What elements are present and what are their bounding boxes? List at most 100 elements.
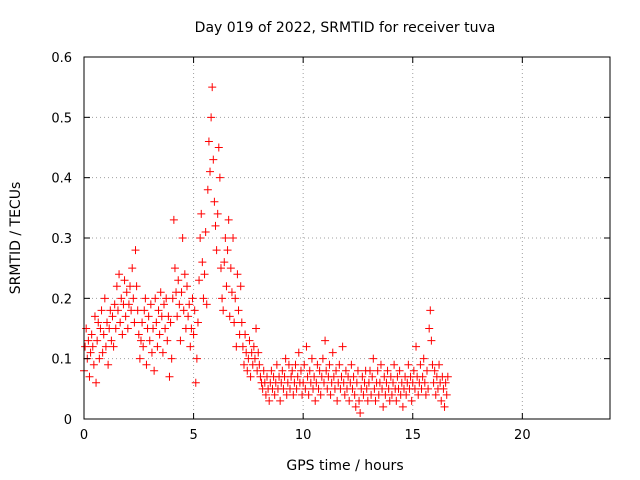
- data-point: [107, 336, 116, 345]
- data-point: [139, 342, 148, 351]
- data-point: [116, 318, 125, 327]
- data-point: [187, 324, 196, 333]
- data-point: [193, 318, 202, 327]
- data-point: [291, 360, 300, 369]
- data-point: [259, 366, 268, 375]
- data-point: [353, 366, 362, 375]
- x-tick-label: 15: [404, 428, 421, 443]
- data-point: [111, 324, 120, 333]
- data-point: [219, 306, 228, 315]
- data-point: [158, 348, 167, 357]
- data-point: [398, 402, 407, 411]
- data-point: [416, 360, 425, 369]
- data-point: [89, 360, 98, 369]
- data-point: [118, 330, 127, 339]
- data-point: [209, 155, 218, 164]
- data-point: [112, 282, 121, 291]
- data-point: [409, 366, 418, 375]
- data-point: [440, 402, 449, 411]
- data-point: [345, 396, 354, 405]
- data-points: [80, 83, 452, 417]
- data-point: [245, 336, 254, 345]
- data-point: [225, 312, 234, 321]
- data-point: [270, 390, 279, 399]
- data-point: [97, 306, 106, 315]
- data-point: [422, 366, 431, 375]
- data-point: [281, 354, 290, 363]
- data-point: [359, 390, 368, 399]
- data-point: [392, 396, 401, 405]
- data-point: [136, 336, 145, 345]
- data-point: [236, 282, 245, 291]
- data-point: [221, 234, 230, 242]
- data-point: [163, 336, 172, 345]
- data-point: [147, 348, 156, 357]
- data-point: [99, 330, 108, 339]
- data-point: [138, 318, 147, 327]
- data-point: [170, 264, 179, 273]
- data-point: [110, 300, 119, 309]
- data-point: [407, 396, 416, 405]
- data-point: [195, 276, 204, 285]
- data-point: [338, 342, 347, 351]
- data-point: [175, 300, 184, 309]
- data-point: [123, 324, 132, 333]
- data-point: [169, 215, 178, 224]
- data-point: [159, 300, 168, 309]
- data-point: [132, 282, 141, 291]
- data-point: [390, 360, 399, 369]
- data-point: [204, 137, 213, 146]
- data-point: [95, 354, 104, 363]
- data-point: [109, 342, 118, 351]
- data-point: [332, 366, 341, 375]
- y-tick-label: 0.5: [51, 111, 72, 126]
- data-point: [326, 390, 335, 399]
- data-point: [427, 336, 436, 345]
- x-tick-label: 20: [514, 428, 531, 443]
- data-point: [113, 306, 122, 315]
- data-point: [145, 336, 154, 345]
- data-point: [319, 378, 328, 387]
- data-point: [307, 354, 316, 363]
- data-point: [323, 384, 332, 393]
- data-point: [294, 348, 303, 357]
- data-point: [333, 396, 342, 405]
- data-point: [174, 276, 183, 285]
- data-point: [191, 378, 200, 387]
- data-point: [230, 318, 239, 327]
- data-point: [135, 354, 144, 363]
- data-point: [387, 390, 396, 399]
- data-point: [373, 366, 382, 375]
- data-point: [207, 113, 216, 122]
- data-point: [108, 312, 117, 321]
- data-point: [348, 384, 357, 393]
- data-point: [177, 288, 186, 297]
- data-point: [190, 306, 199, 315]
- data-point: [94, 318, 103, 327]
- data-point: [226, 264, 235, 273]
- data-point: [140, 306, 149, 315]
- chart-title: Day 019 of 2022, SRMTID for receiver tuv…: [195, 20, 496, 36]
- data-point: [237, 318, 246, 327]
- data-point: [141, 294, 150, 303]
- data-point: [389, 378, 398, 387]
- data-point: [86, 348, 95, 357]
- data-point: [216, 264, 225, 273]
- data-point: [142, 360, 151, 369]
- data-point: [233, 270, 242, 279]
- data-point: [134, 330, 143, 339]
- data-point: [318, 354, 327, 363]
- data-point: [92, 378, 101, 387]
- data-point: [188, 294, 197, 303]
- data-point: [371, 396, 380, 405]
- y-tick-label: 0.4: [51, 172, 72, 187]
- data-point: [443, 372, 452, 381]
- data-point: [439, 384, 448, 393]
- data-point: [124, 300, 133, 309]
- data-point: [340, 390, 349, 399]
- data-point: [101, 342, 110, 351]
- data-point: [106, 306, 115, 315]
- data-point: [178, 234, 187, 242]
- data-point: [355, 396, 364, 405]
- data-point: [93, 336, 102, 345]
